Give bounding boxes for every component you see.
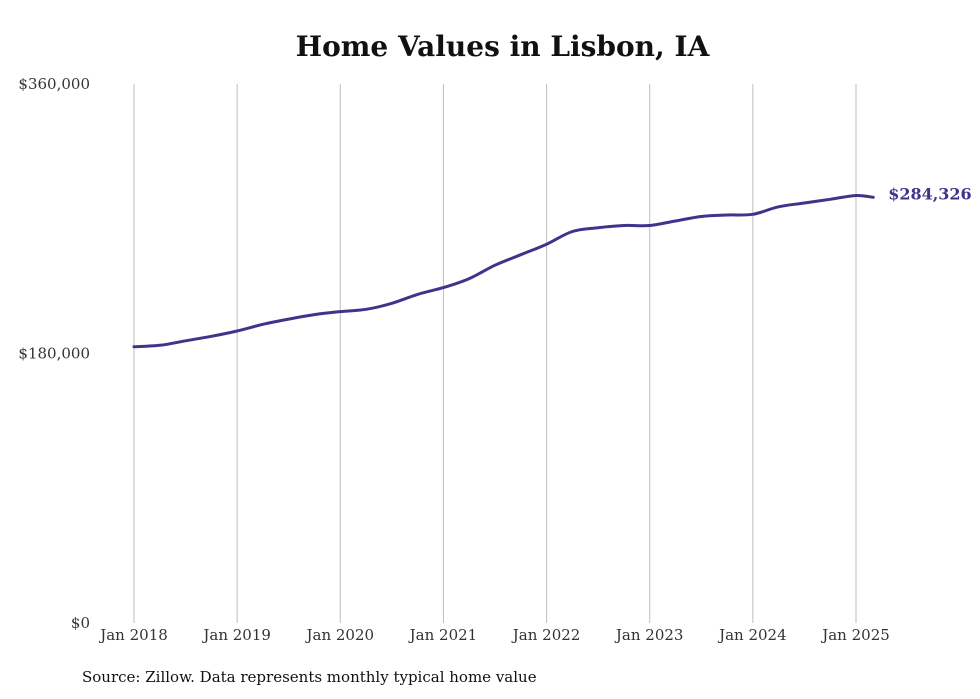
x-tick-label: Jan 2020 (305, 626, 375, 644)
latest-value-label: $284,326 (888, 184, 972, 203)
y-tick-label: $180,000 (18, 345, 90, 363)
y-tick-label: $0 (71, 614, 90, 632)
y-axis-ticks: $0 $180,000 $360,000 (18, 75, 90, 632)
y-tick-label: $360,000 (18, 75, 90, 93)
source-note: Source: Zillow. Data represents monthly … (82, 668, 537, 686)
x-tick-label: Jan 2024 (717, 626, 787, 644)
chart-title: Home Values in Lisbon, IA (295, 30, 710, 63)
vertical-gridlines (133, 84, 857, 623)
x-tick-label: Jan 2023 (614, 626, 684, 644)
x-axis-ticks: Jan 2018 Jan 2019 Jan 2020 Jan 2021 Jan 2022… (98, 626, 890, 644)
x-tick-label: Jan 2022 (511, 626, 581, 644)
x-tick-label: Jan 2019 (201, 626, 271, 644)
x-tick-label: Jan 2021 (408, 626, 478, 644)
x-tick-label: Jan 2018 (98, 626, 168, 644)
x-tick-label: Jan 2025 (820, 626, 890, 644)
home-value-line (132, 193, 875, 349)
